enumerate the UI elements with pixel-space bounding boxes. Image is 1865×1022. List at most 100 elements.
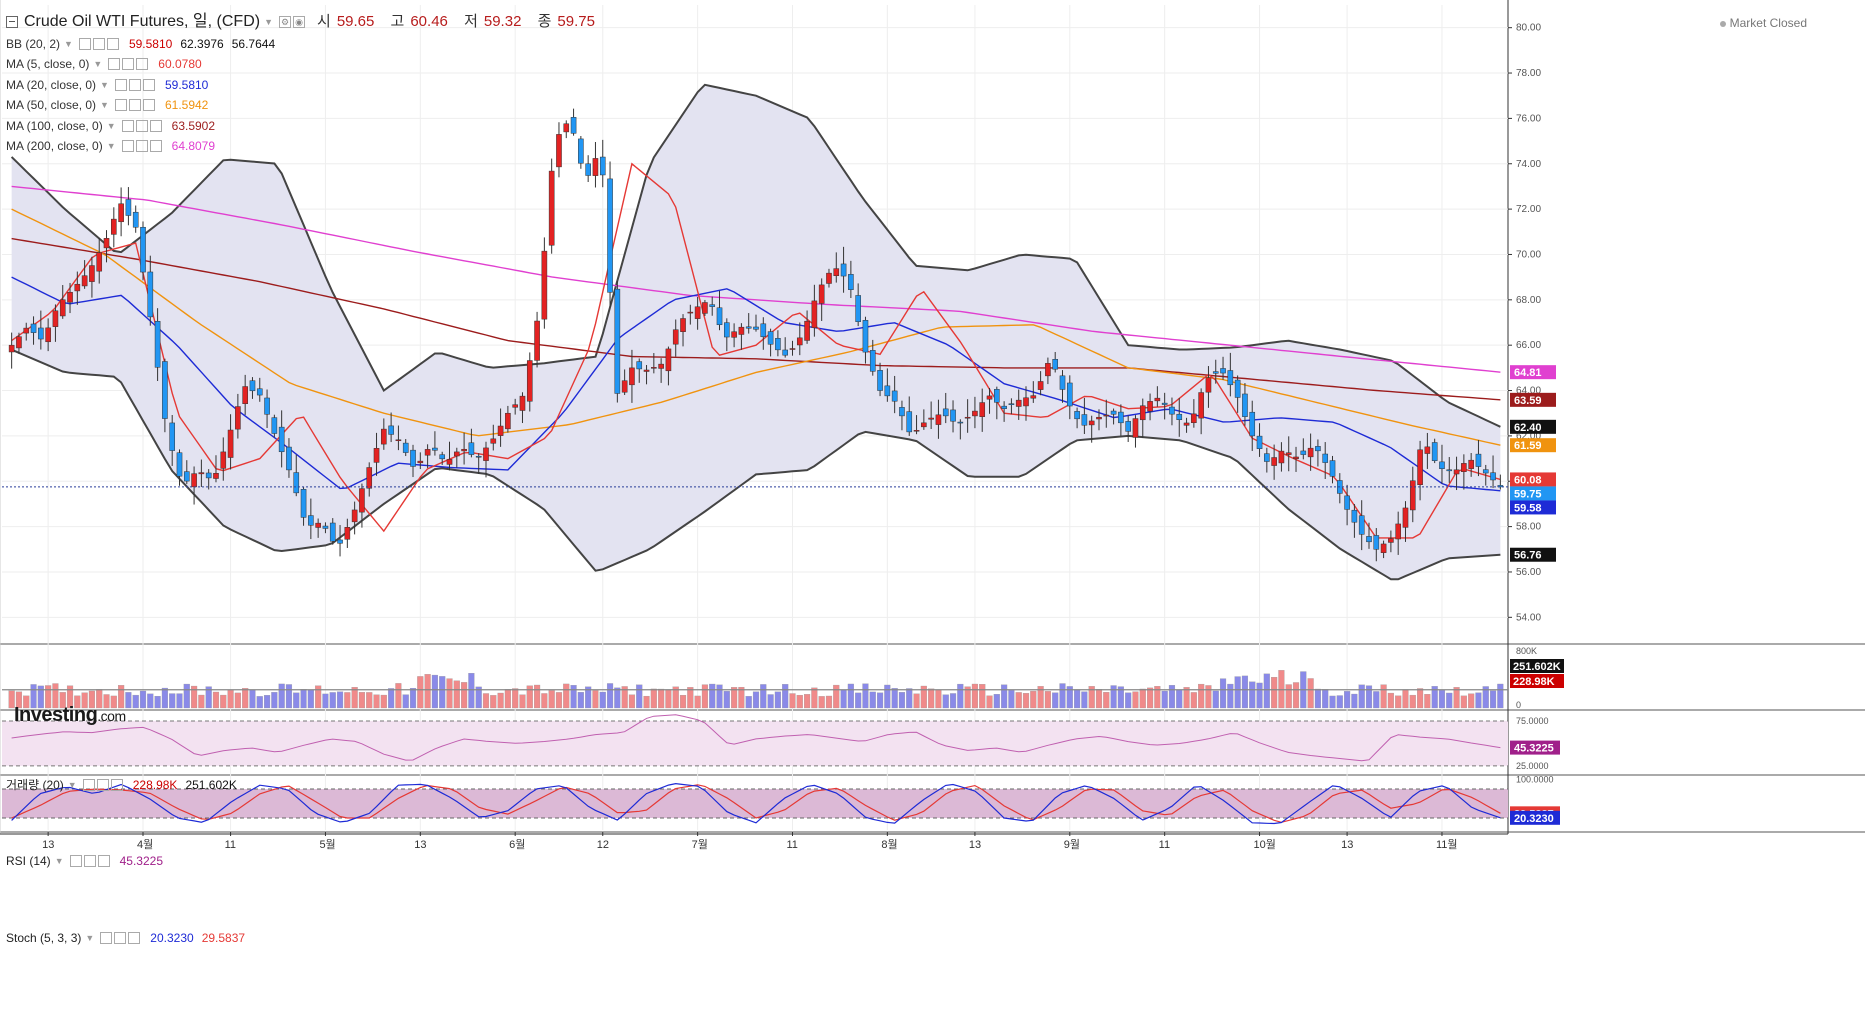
candle: [468, 442, 475, 455]
candle: [556, 134, 562, 168]
candle: [534, 320, 540, 361]
indicator-name[interactable]: MA (100, close, 0): [6, 118, 103, 133]
candle: [1409, 480, 1416, 511]
indicator-row: MA (200, close, 0) ▼ 64.8079: [6, 136, 607, 157]
volume-bar: [1417, 688, 1424, 709]
eye-icon[interactable]: [128, 78, 141, 91]
close-icon[interactable]: [149, 140, 162, 153]
eye-icon[interactable]: [96, 778, 109, 791]
indicator-name[interactable]: MA (50, close, 0): [6, 98, 97, 112]
eye-icon[interactable]: [122, 58, 135, 71]
chevron-down-icon[interactable]: ▼: [54, 856, 64, 866]
y-tick-label: 0: [1516, 700, 1521, 710]
eye-icon[interactable]: [83, 855, 96, 867]
volume-bar: [782, 684, 789, 709]
candle: [497, 425, 504, 436]
close-icon[interactable]: [149, 119, 162, 132]
volume-bar: [402, 694, 409, 709]
candle: [1118, 411, 1124, 424]
volume-bar: [731, 687, 738, 709]
volume-bar: [1074, 689, 1081, 709]
chevron-down-icon[interactable]: ▼: [67, 779, 77, 790]
volume-bar: [1256, 682, 1263, 709]
volume-bar: [446, 678, 453, 709]
x-tick-label: 11: [225, 839, 236, 851]
eye-icon[interactable]: [128, 99, 141, 112]
candle: [359, 488, 365, 513]
volume-bar: [205, 686, 212, 709]
chevron-down-icon[interactable]: ▼: [264, 17, 273, 27]
eye-icon[interactable]: [92, 37, 105, 50]
close-icon[interactable]: [106, 37, 119, 50]
volume-bar: [789, 693, 796, 709]
chevron-down-icon[interactable]: ▼: [106, 120, 116, 131]
rsi-legend-name[interactable]: RSI (14): [6, 854, 51, 868]
x-tick-label: 10월: [1254, 838, 1276, 851]
volume-label: 228.98K: [1513, 676, 1555, 688]
volume-legend-name[interactable]: 거래량 (20): [6, 778, 64, 792]
volume-bar: [212, 691, 220, 709]
candle: [1417, 449, 1423, 485]
candle: [585, 163, 591, 176]
volume-bar: [1438, 690, 1446, 709]
candle: [220, 451, 227, 469]
indicator-name[interactable]: MA (200, close, 0): [6, 139, 103, 153]
close-icon[interactable]: [142, 78, 155, 91]
indicator-name[interactable]: MA (20, close, 0): [6, 77, 97, 92]
candle: [1227, 370, 1234, 386]
collapse-icon[interactable]: [6, 16, 18, 29]
settings-icon[interactable]: [121, 140, 134, 153]
eye-icon[interactable]: ◉: [293, 16, 305, 29]
chevron-down-icon[interactable]: ▼: [93, 59, 103, 69]
settings-icon[interactable]: [114, 78, 127, 91]
chevron-down-icon[interactable]: ▼: [106, 141, 116, 151]
stoch-legend-name[interactable]: Stoch (5, 3, 3): [6, 931, 82, 945]
settings-icon[interactable]: [78, 37, 91, 50]
volume-bar: [1249, 681, 1256, 709]
eye-icon[interactable]: [135, 140, 148, 153]
volume-label-box: [1510, 674, 1564, 688]
chevron-down-icon[interactable]: ▼: [100, 100, 109, 110]
settings-icon[interactable]: [69, 855, 82, 867]
close-icon[interactable]: [142, 99, 155, 112]
candle: [643, 369, 650, 372]
settings-icon[interactable]: ⚙: [279, 16, 291, 29]
chevron-down-icon[interactable]: ▼: [85, 933, 95, 943]
candle: [1234, 379, 1241, 398]
settings-icon[interactable]: [100, 932, 113, 944]
settings-icon[interactable]: [114, 99, 127, 112]
candle: [935, 414, 942, 425]
candle: [942, 408, 949, 417]
settings-icon[interactable]: [108, 58, 121, 71]
close-icon[interactable]: [128, 932, 141, 944]
close-icon[interactable]: [136, 58, 149, 71]
volume-bar: [351, 687, 358, 709]
eye-icon[interactable]: [135, 119, 148, 132]
close-icon[interactable]: [110, 778, 123, 791]
volume-bar: [475, 686, 482, 709]
settings-icon[interactable]: [121, 119, 134, 132]
candle: [256, 388, 263, 396]
candle: [278, 426, 285, 453]
chevron-down-icon[interactable]: ▼: [100, 79, 109, 90]
close-icon[interactable]: [97, 855, 110, 867]
indicator-name[interactable]: BB (20, 2): [6, 36, 61, 51]
chevron-down-icon[interactable]: ▼: [64, 38, 73, 49]
stoch-label-box: [1510, 810, 1560, 825]
settings-icon[interactable]: [82, 778, 95, 791]
candle: [1249, 411, 1256, 437]
indicator-name[interactable]: MA (5, close, 0): [6, 57, 90, 71]
bollinger-lower-line: [11, 348, 1501, 581]
volume-bar: [1285, 684, 1292, 709]
instrument-title[interactable]: Crude Oil WTI Futures, 일, (CFD): [24, 13, 261, 30]
x-tick-label: 6월: [509, 838, 525, 851]
volume-bar: [884, 684, 891, 709]
candle: [760, 323, 767, 338]
ma100-line: [11, 237, 1501, 401]
eye-icon[interactable]: [114, 932, 127, 944]
candle: [1278, 450, 1285, 464]
